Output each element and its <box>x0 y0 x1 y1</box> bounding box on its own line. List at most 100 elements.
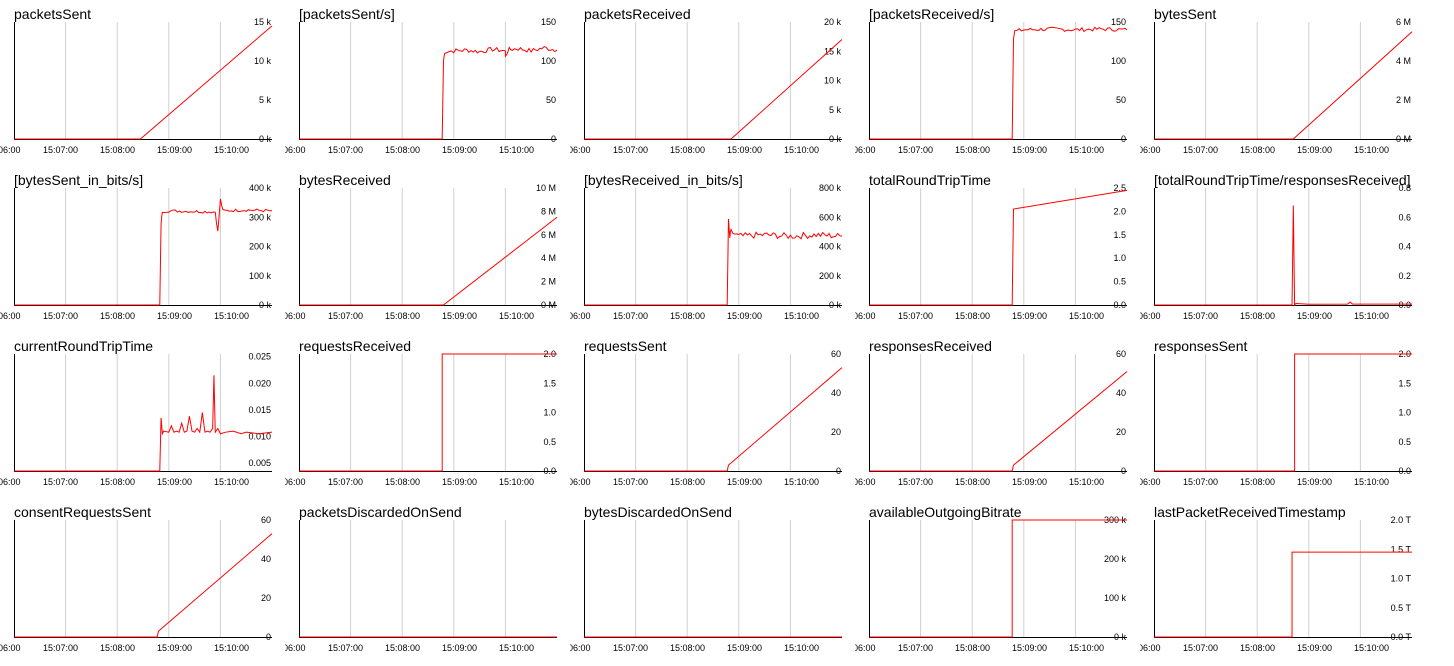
series-line <box>299 353 557 472</box>
x-tick-label: 15:08:00 <box>1240 643 1275 653</box>
x-tick-label: 15:09:00 <box>157 145 192 155</box>
chart-canvas: 0.00.51.01.52.006:00 15:07:00 15:08:00 15:0… <box>1140 349 1412 487</box>
x-tick-label: 15:10:00 <box>784 643 819 653</box>
series-line <box>584 39 843 140</box>
y-tick-label: 0.0 <box>1398 300 1411 310</box>
x-tick-label: 15:08:00 <box>1240 145 1275 155</box>
chart-title: bytesSent <box>1154 6 1217 22</box>
x-tick-label: 15:09:00 <box>157 311 192 321</box>
chart-canvas: 0 k 5 k 10 k 15 k 06:00 15:07:00 15:08:00 15:09… <box>0 17 273 155</box>
y-tick-label: 150 <box>1111 17 1126 27</box>
chart-title: packetsDiscardedOnSend <box>299 504 462 520</box>
y-tick-label: 10 M <box>536 183 556 193</box>
chart-panel: 0 20 40 60 06:00 15:07:00 15:08:00 15:09:00 15:1… <box>0 500 286 666</box>
chart-title: responsesReceived <box>869 338 992 354</box>
x-tick-label: 15:07:00 <box>1183 477 1218 487</box>
y-tick-label: 0 k <box>259 300 272 310</box>
chart-panel: 0.0 0.5 1.0 1.5 2.0 2.5 06:00 15:07:00 15:08:00 1… <box>855 168 1141 334</box>
y-tick-label: 50 <box>546 95 556 105</box>
y-tick-label: 0.020 <box>248 378 271 388</box>
x-tick-label: 15:08:00 <box>670 477 705 487</box>
chart-canvas: 0.005 0.010 0.015 0.020 0.025 06:00 15:07:00 15… <box>0 352 273 487</box>
x-tick-label: 15:10:00 <box>784 477 819 487</box>
y-tick-label: 0 M <box>541 300 556 310</box>
x-tick-label: 15:10:00 <box>1354 145 1389 155</box>
y-tick-label: 0 <box>551 134 556 144</box>
y-tick-label: 0.010 <box>248 431 271 441</box>
chart-canvas: 0 50 100 150 06:00 15:07:00 15:08:00 15:09:00 15… <box>855 17 1128 155</box>
x-tick-label: 06:00 <box>1140 643 1161 653</box>
series-line <box>1154 551 1412 638</box>
x-tick-label: 15:07:00 <box>43 477 78 487</box>
x-tick-label: 15:07:00 <box>1183 643 1218 653</box>
y-tick-label: 0 k <box>829 134 842 144</box>
x-tick-label: 15:08:00 <box>385 643 420 653</box>
chart-panel: 0 k 100 k 200 k 300 k 06:00 15:07:00 15:08:00 1… <box>855 500 1141 666</box>
x-tick-label: 15:07:00 <box>328 311 363 321</box>
x-tick-label: 15:09:00 <box>1012 145 1047 155</box>
x-tick-label: 15:10:00 <box>784 311 819 321</box>
x-tick-label: 15:10:00 <box>214 477 249 487</box>
x-tick-label: 15:07:00 <box>613 477 648 487</box>
chart-panel: 0 20 40 60 06:00 15:07:00 15:08:00 15:09:00 15:1… <box>855 334 1141 500</box>
x-tick-label: 06:00 <box>855 145 876 155</box>
chart-canvas: 0.00.51.01.52.006:00 15:07:00 15:08:00 15:0… <box>285 349 557 487</box>
chart-canvas: 0 20 40 60 06:00 15:07:00 15:08:00 15:09:00 15:1… <box>0 515 273 653</box>
x-tick-label: 15:09:00 <box>1297 145 1332 155</box>
y-tick-label: 0 k <box>259 134 272 144</box>
y-tick-label: 20 k <box>824 17 842 27</box>
y-tick-label: 0.2 <box>1398 271 1411 281</box>
x-tick-label: 15:09:00 <box>727 145 762 155</box>
x-tick-label: 06:00 <box>1140 311 1161 321</box>
y-tick-label: 200 k <box>1104 554 1127 564</box>
chart-title: bytesReceived <box>299 172 391 188</box>
series-line <box>14 533 273 638</box>
y-tick-label: 0.0 <box>1398 466 1411 476</box>
x-tick-label: 06:00 <box>0 311 21 321</box>
y-tick-label: 20 <box>831 427 841 437</box>
chart-panel: 0.0 0.5 1.0 1.5 2.0 06:00 15:07:00 15:08:00 15:0… <box>1140 334 1426 500</box>
y-tick-label: 600 k <box>819 212 842 222</box>
chart-panel: 0 50 100 150 06:00 15:07:00 15:08:00 15:09:00 15… <box>285 2 571 168</box>
x-tick-label: 15:10:00 <box>1354 311 1389 321</box>
series-line <box>869 189 1128 306</box>
y-tick-label: 0.0 <box>543 466 556 476</box>
x-tick-label: 15:08:00 <box>100 311 135 321</box>
y-tick-label: 150 <box>541 17 556 27</box>
chart-title: [totalRoundTripTime/responsesReceived] <box>1154 172 1411 188</box>
series-line <box>584 367 843 472</box>
y-tick-label: 0.5 <box>1398 437 1411 447</box>
y-tick-label: 6 M <box>541 230 556 240</box>
x-tick-label: 06:00 <box>285 311 306 321</box>
x-tick-label: 06:00 <box>570 311 591 321</box>
chart-panel: 0.0 0.2 0.4 0.6 0.8 06:00 15:07:00 15:08:00 15:0… <box>1140 168 1426 334</box>
series-line <box>299 216 558 306</box>
chart-panel: 0 k 100 k 200 k 300 k 400 k 06:00 15:07:00 15:0… <box>0 168 286 334</box>
y-tick-label: 5 k <box>259 95 272 105</box>
x-tick-label: 15:10:00 <box>1069 311 1104 321</box>
series-line <box>1154 31 1413 140</box>
chart-canvas: 0.0 0.2 0.4 0.6 0.8 06:00 15:07:00 15:08:00 15:0… <box>1140 183 1412 321</box>
x-tick-label: 15:10:00 <box>499 643 534 653</box>
x-tick-label: 15:09:00 <box>157 643 192 653</box>
chart-title: [packetsSent/s] <box>299 6 395 22</box>
y-tick-label: 0.0 <box>1113 300 1126 310</box>
y-tick-label: 5 k <box>829 105 842 115</box>
x-tick-label: 06:00 <box>570 643 591 653</box>
chart-title: [bytesSent_in_bits/s] <box>14 172 144 188</box>
y-tick-label: 100 k <box>1104 593 1127 603</box>
x-tick-label: 06:00 <box>855 643 876 653</box>
x-tick-label: 15:10:00 <box>1354 477 1389 487</box>
chart-panel: 0.0 0.5 1.0 1.5 2.0 06:00 15:07:00 15:08:00 15:0… <box>285 334 571 500</box>
x-tick-label: 15:09:00 <box>1012 643 1047 653</box>
chart-panel: 0 k 200 k 400 k 600 k 800 k 06:00 15:07:00 15:0… <box>570 168 856 334</box>
series-line <box>14 25 273 140</box>
x-tick-label: 15:09:00 <box>727 643 762 653</box>
x-tick-label: 15:10:00 <box>499 477 534 487</box>
chart-title: availableOutgoingBitrate <box>869 504 1022 520</box>
y-tick-label: 0.5 <box>543 437 556 447</box>
x-tick-label: 06:00 <box>1140 145 1161 155</box>
y-tick-label: 200 k <box>819 271 842 281</box>
y-tick-label: 4 M <box>1396 56 1411 66</box>
